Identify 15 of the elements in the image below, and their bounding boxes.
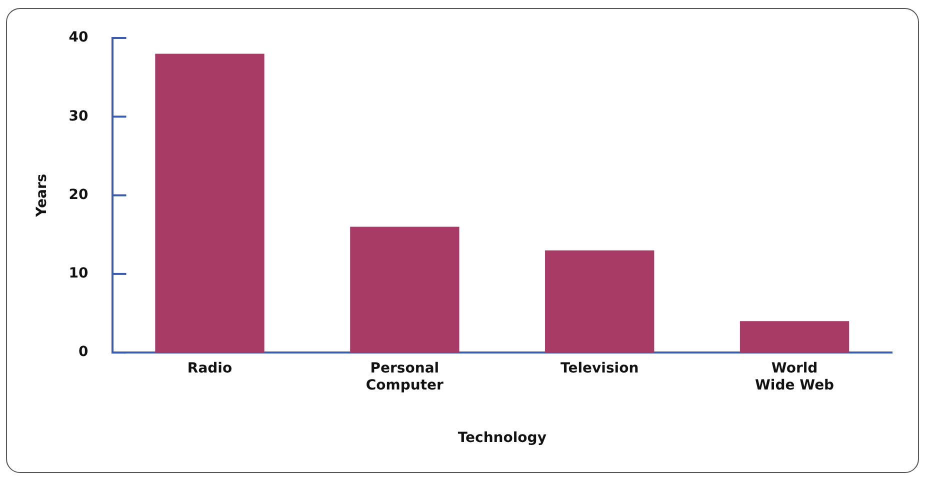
x-axis-title: Technology — [458, 430, 546, 446]
y-tick-label: 20 — [68, 186, 89, 203]
y-tick-label: 40 — [68, 30, 89, 46]
bar — [155, 54, 264, 353]
bar — [740, 321, 850, 353]
x-tick-label: Personal Computer — [366, 360, 444, 394]
x-tick-label: World Wide Web — [754, 360, 834, 394]
bar — [350, 226, 460, 353]
y-tick-label: 0 — [78, 344, 89, 360]
y-tick-label: 10 — [68, 266, 89, 282]
y-axis-title: Years — [34, 174, 50, 218]
y-tick-label: 30 — [68, 108, 89, 124]
bar — [545, 250, 654, 353]
x-tick-label: Television — [560, 360, 639, 377]
x-tick-label: Radio — [187, 360, 232, 377]
